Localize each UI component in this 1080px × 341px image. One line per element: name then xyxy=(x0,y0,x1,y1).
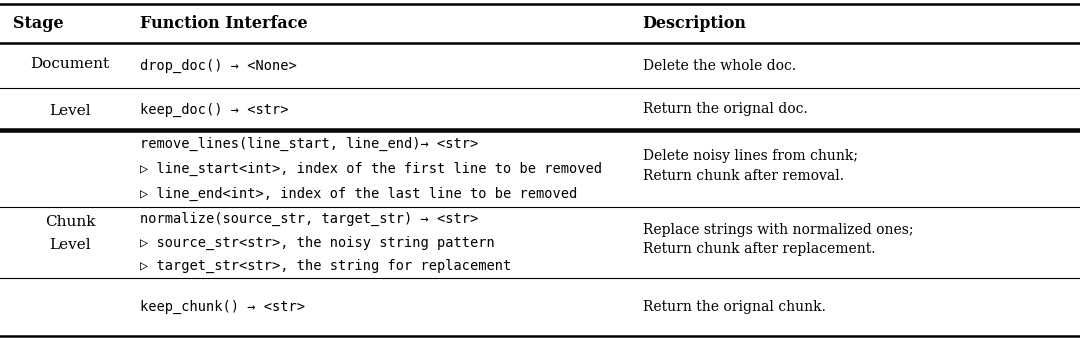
Text: ▷ source_str<str>, the noisy string pattern: ▷ source_str<str>, the noisy string patt… xyxy=(140,235,495,250)
Text: remove_lines(line_start, line_end)→ <str>: remove_lines(line_start, line_end)→ <str… xyxy=(140,137,478,151)
Text: Return chunk after removal.: Return chunk after removal. xyxy=(643,169,843,183)
Text: Function Interface: Function Interface xyxy=(140,15,308,32)
Text: ▷ target_str<str>, the string for replacement: ▷ target_str<str>, the string for replac… xyxy=(140,259,512,273)
Text: Level: Level xyxy=(50,104,91,118)
Text: Level: Level xyxy=(50,238,91,252)
Text: Stage: Stage xyxy=(13,15,64,32)
Text: Replace strings with normalized ones;: Replace strings with normalized ones; xyxy=(643,223,913,237)
Text: ▷ line_end<int>, index of the last line to be removed: ▷ line_end<int>, index of the last line … xyxy=(140,187,578,202)
Text: Delete noisy lines from chunk;: Delete noisy lines from chunk; xyxy=(643,149,858,163)
Text: Return the orignal doc.: Return the orignal doc. xyxy=(643,103,808,117)
Text: ▷ line_start<int>, index of the first line to be removed: ▷ line_start<int>, index of the first li… xyxy=(140,162,603,176)
Text: normalize(source_str, target_str) → <str>: normalize(source_str, target_str) → <str… xyxy=(140,212,478,226)
Text: Description: Description xyxy=(643,15,746,32)
Text: keep_chunk() → <str>: keep_chunk() → <str> xyxy=(140,300,306,314)
Text: Return chunk after replacement.: Return chunk after replacement. xyxy=(643,242,875,256)
Text: Return the orignal chunk.: Return the orignal chunk. xyxy=(643,300,825,314)
Text: Delete the whole doc.: Delete the whole doc. xyxy=(643,59,796,73)
Text: drop_doc() → <None>: drop_doc() → <None> xyxy=(140,58,297,73)
Text: Chunk: Chunk xyxy=(45,214,95,228)
Text: keep_doc() → <str>: keep_doc() → <str> xyxy=(140,102,289,117)
Text: Document: Document xyxy=(30,57,110,71)
